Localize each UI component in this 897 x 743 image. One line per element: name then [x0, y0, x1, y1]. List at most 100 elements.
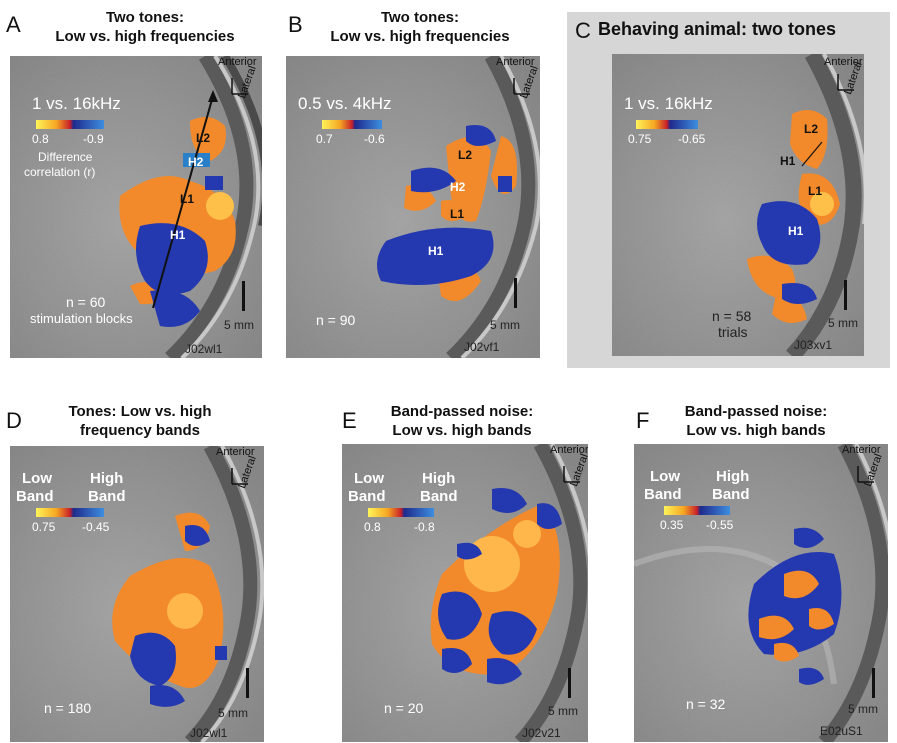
panel-d-high-1: High	[90, 470, 124, 487]
panel-b-cmin: 0.7	[316, 132, 333, 146]
panel-f-brain-map	[634, 444, 888, 742]
panel-c-label-h1: H1	[788, 224, 804, 238]
panel-d-high-2: Band	[88, 488, 126, 505]
panel-e-high-2: Band	[420, 488, 458, 505]
panel-f-high-1: High	[716, 468, 750, 485]
panel-letter-a: A	[6, 12, 21, 37]
panel-c-n-sub: trials	[718, 324, 748, 340]
panel-b-title-line1: Two tones:	[380, 9, 460, 26]
panel-a-mri-image: 1 vs. 16kHz 0.8 -0.9 Difference correlat…	[10, 56, 262, 358]
panel-b-n: n = 90	[316, 312, 356, 328]
panel-f-anterior: Anterior	[842, 444, 881, 456]
panel-b-title-line2: Low vs. high frequencies	[330, 28, 510, 45]
panel-b-label-h1: H1	[428, 244, 444, 258]
panel-c-anterior: Anterior	[824, 56, 863, 68]
panel-c-scale-label: 5 mm	[828, 316, 858, 330]
panel-c-cmin: 0.75	[628, 132, 652, 146]
panel-a-title-line1: Two tones:	[105, 9, 185, 26]
panel-c-legend: 1 vs. 16kHz	[624, 94, 713, 113]
panel-a-brain-map	[10, 56, 262, 358]
panel-d-title: Tones: Low vs. high frequency bands	[30, 402, 250, 440]
panel-a-cmax: -0.9	[83, 132, 104, 146]
panel-a-scale-bar	[242, 281, 245, 311]
panel-e-mri-image: Low Band High Band 0.8 -0.8 Anterior Lat…	[342, 444, 588, 742]
panel-d-scale-bar	[246, 668, 249, 698]
panel-a-label-h2: H2	[188, 155, 204, 169]
panel-a-colorbar	[36, 120, 104, 129]
panel-f-cmin: 0.35	[660, 518, 684, 532]
panel-a-label-l1: L1	[180, 192, 195, 206]
panel-e-n: n = 20	[384, 700, 424, 716]
panel-f-title: Band-passed noise: Low vs. high bands	[656, 402, 856, 440]
panel-e-low-2: Band	[348, 488, 386, 505]
panel-d-cmax: -0.45	[82, 520, 110, 534]
panel-a-caption-1: Difference	[38, 150, 93, 164]
panel-d-id: J02wl1	[190, 726, 228, 740]
panel-letter-f: F	[636, 408, 650, 433]
panel-b-cmax: -0.6	[364, 132, 385, 146]
panel-b-label-h2: H2	[450, 180, 466, 194]
panel-d-brain-map	[10, 446, 264, 742]
panel-a-caption-2: correlation (r)	[24, 165, 96, 179]
panel-d-title-line2: frequency bands	[79, 422, 201, 439]
panel-e-cmin: 0.8	[364, 520, 381, 534]
panel-f-low-2: Band	[644, 486, 682, 503]
panel-d-cmin: 0.75	[32, 520, 56, 534]
panel-letter-e: E	[342, 408, 357, 433]
panel-a-scale-label: 5 mm	[224, 318, 254, 332]
panel-c-colorbar	[636, 120, 698, 129]
panel-b-colorbar	[322, 120, 382, 129]
panel-b-anterior: Anterior	[496, 56, 535, 68]
panel-f-scale-label: 5 mm	[848, 702, 878, 716]
panel-e-scale-bar	[568, 668, 571, 698]
panel-d-scale-label: 5 mm	[218, 706, 248, 720]
panel-b-title: Two tones: Low vs. high frequencies	[305, 8, 535, 46]
panel-e-cmax: -0.8	[414, 520, 435, 534]
panel-c-id: J03xv1	[794, 338, 833, 352]
panel-c-scale-bar	[844, 280, 847, 310]
panel-c-brain-map	[612, 54, 864, 356]
panel-b-mri-image: 0.5 vs. 4kHz 0.7 -0.6 L2 H2 L1 H1 Anteri…	[286, 56, 540, 358]
panel-b-legend: 0.5 vs. 4kHz	[298, 94, 392, 113]
panel-e-id: J02v21	[522, 726, 561, 740]
panel-e-brain-map	[342, 444, 588, 742]
panel-c-title: Behaving animal: two tones	[598, 19, 837, 39]
panel-c-cmax: -0.65	[678, 132, 706, 146]
panel-d-anterior: Anterior	[216, 446, 255, 458]
panel-b-id: J02vf1	[464, 340, 500, 354]
panel-a-cmin: 0.8	[32, 132, 49, 146]
panel-b-brain-map	[286, 56, 540, 358]
panel-e-low-1: Low	[354, 470, 384, 487]
panel-e-high-1: High	[422, 470, 456, 487]
panel-c-label-h1a: H1	[780, 154, 796, 168]
panel-c-label-l2: L2	[804, 122, 819, 136]
panel-c-label-l1: L1	[808, 184, 823, 198]
panel-d-n: n = 180	[44, 700, 92, 716]
panel-f-n: n = 32	[686, 696, 726, 712]
panel-a-label-l2: L2	[196, 131, 211, 145]
panel-e-title-line2: Low vs. high bands	[392, 422, 532, 439]
panel-e-title-line1: Band-passed noise:	[390, 403, 534, 420]
panel-f-title-line2: Low vs. high bands	[686, 422, 826, 439]
panel-e-title: Band-passed noise: Low vs. high bands	[362, 402, 562, 440]
panel-f-mri-image: Low Band High Band 0.35 -0.55 Anterior L…	[634, 444, 888, 742]
panel-f-title-line1: Band-passed noise:	[684, 403, 828, 420]
panel-d-mri-image: Low Band High Band 0.75 -0.45 Anterior L…	[10, 446, 264, 742]
panel-d-colorbar	[36, 508, 104, 517]
panel-e-anterior: Anterior	[550, 444, 588, 456]
panel-c-n: n = 58	[712, 308, 752, 324]
panel-d-low-2: Band	[16, 488, 54, 505]
panel-letter-c: C	[575, 18, 591, 43]
panel-a-label-h1: H1	[170, 228, 186, 242]
panel-f-low-1: Low	[650, 468, 680, 485]
panel-a-title: Two tones: Low vs. high frequencies	[30, 8, 260, 46]
panel-c-mri-image: 1 vs. 16kHz 0.75 -0.65 L2 H1 L1 H1 Anter…	[612, 54, 864, 356]
panel-b-label-l1: L1	[450, 207, 465, 221]
panel-e-colorbar	[368, 508, 434, 517]
panel-a-id: J02wl1	[185, 342, 223, 356]
panel-d-low-1: Low	[22, 470, 52, 487]
panel-f-colorbar	[664, 506, 730, 515]
panel-f-scale-bar	[872, 668, 875, 698]
panel-a-n-sub: stimulation blocks	[30, 311, 133, 326]
panel-f-cmax: -0.55	[706, 518, 734, 532]
